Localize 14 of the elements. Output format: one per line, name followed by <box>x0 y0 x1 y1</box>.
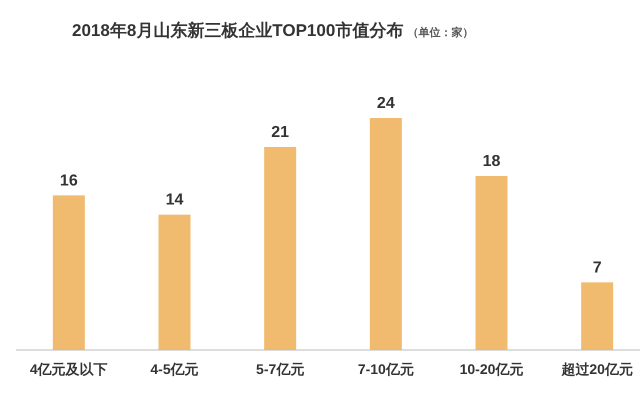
data-label: 18 <box>482 153 500 170</box>
data-label: 7 <box>592 259 602 276</box>
x-tick-label: 5-7亿元 <box>256 361 304 377</box>
x-tick-label: 4-5亿元 <box>150 361 199 377</box>
x-tick-label: 7-10亿元 <box>358 361 414 377</box>
x-tick-label: 4亿元及以下 <box>30 361 108 377</box>
data-label: 21 <box>271 124 290 141</box>
data-label: 16 <box>60 172 78 190</box>
subtitle: （单位：家） <box>407 27 474 39</box>
x-tick-label: 超过20亿元 <box>560 361 633 377</box>
data-label: 24 <box>376 95 395 112</box>
data-label: 14 <box>166 192 184 209</box>
title: 2018年8月山东新三板企业TOP100市值分布 <box>72 21 404 40</box>
x-tick-label: 10-20亿元 <box>460 361 524 377</box>
